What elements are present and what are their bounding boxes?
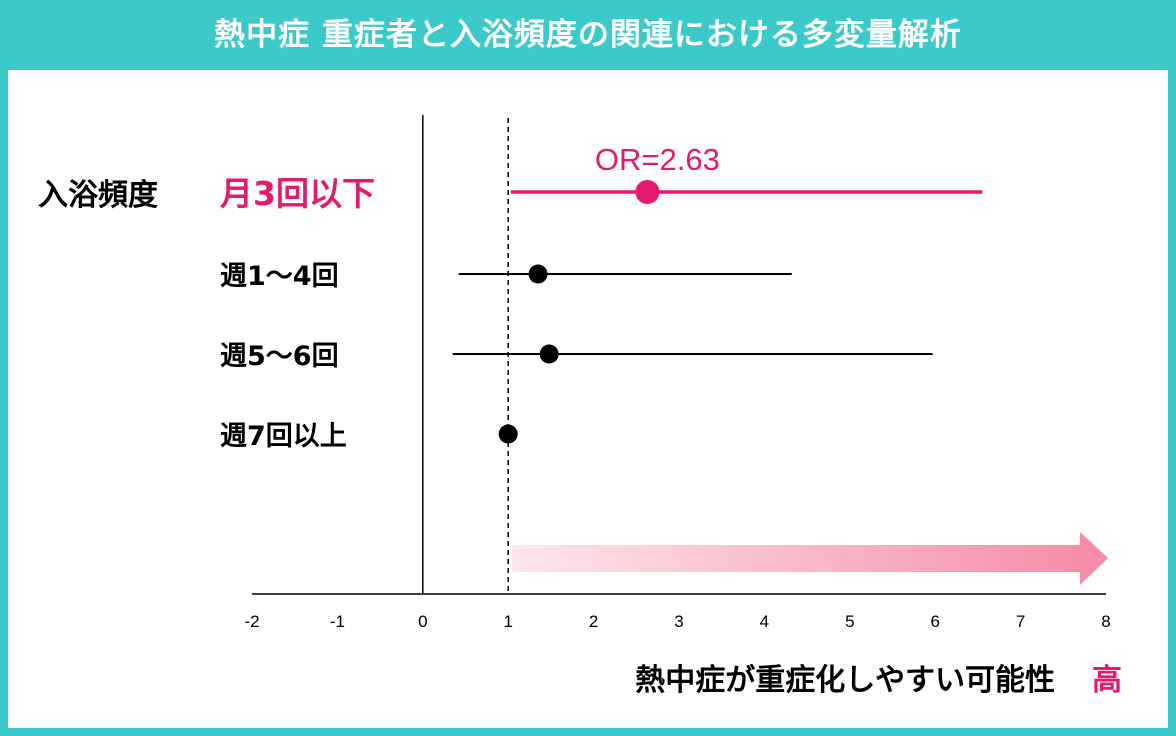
category-label: 週5～6回 — [220, 341, 339, 372]
category-label: 月3回以下 — [220, 174, 375, 213]
or-annotation: OR=2.63 — [595, 142, 720, 177]
x-tick-label: 6 — [930, 612, 939, 631]
x-tick-label: -2 — [244, 612, 259, 631]
x-tick-label: 2 — [589, 612, 598, 631]
x-tick-label: 4 — [760, 612, 769, 631]
estimate-point — [635, 180, 660, 204]
x-tick-label: 3 — [674, 612, 683, 631]
chart-panel — [8, 70, 1168, 728]
category-label: 週7回以上 — [220, 421, 347, 452]
x-tick-label: 7 — [1016, 612, 1025, 631]
estimate-point — [539, 344, 559, 364]
x-tick-label: 0 — [418, 612, 427, 631]
x-tick-label: 5 — [845, 612, 854, 631]
risk-arrow — [512, 532, 1108, 585]
axis-layer: -2 -1 0 1 2 3 4 5 6 7 8 — [244, 115, 1111, 631]
x-tick-label: 8 — [1101, 612, 1110, 631]
x-tick-label: -1 — [330, 612, 345, 631]
chart-title: 熱中症 重症者と入浴頻度の関連における多変量解析 — [214, 17, 962, 53]
direction-arrow — [512, 532, 1108, 585]
text-layer: 入浴頻度 熱中症が重症化しやすい可能性 高 — [38, 178, 1122, 698]
x-tick-label: 1 — [503, 612, 512, 631]
estimate-point — [498, 424, 518, 444]
xlabel: 熱中症が重症化しやすい可能性 — [635, 663, 1055, 698]
category-label: 週1～4回 — [220, 261, 339, 292]
group-label: 入浴頻度 — [38, 178, 158, 213]
xlabel-emphasis: 高 — [1092, 663, 1122, 698]
estimate-point — [528, 264, 548, 284]
